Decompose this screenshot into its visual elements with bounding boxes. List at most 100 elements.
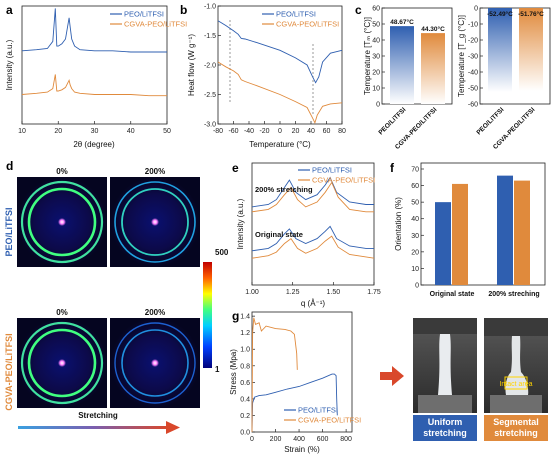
- panel-b-yticklabel-2: -2.0: [204, 63, 216, 70]
- photo-intact-box: [504, 376, 528, 390]
- panel-b-ticklabel-5: 20: [292, 128, 300, 135]
- panel-f-bar-0-0: [435, 202, 451, 285]
- panel-d-pattern-0-beam: [58, 218, 66, 226]
- panel-g-line-cgva: [251, 317, 298, 433]
- panel-f-bar-1-1: [514, 180, 530, 285]
- panel-letter-b: b: [180, 3, 187, 17]
- panel-b-ticklabel-8: 80: [338, 128, 346, 135]
- panel-c-tm-yticklabel-6: 60: [372, 6, 380, 13]
- photo-uniform-top-clamp: [413, 318, 477, 334]
- panel-e-annotation-original: Original state: [255, 230, 303, 239]
- panel-f-bars: 0 10 20 30 40 50 60 70 Original state 200% strech…: [411, 167, 539, 299]
- panel-f-yticklabel-3: 30: [411, 233, 419, 240]
- panel-d-pattern-2-ring-0: [27, 328, 97, 398]
- panel-a-legend-peo: PEO/LiTFSI: [124, 10, 164, 19]
- panel-c-tg-yticklabel-6: 0: [474, 6, 478, 13]
- panel-c-tm-category-0: PEO/LiTFSI: [377, 106, 407, 136]
- panel-g-legend-cgva: CGVA-PEO/LiTFSI: [298, 416, 361, 425]
- panel-d-colorbar: [203, 262, 212, 368]
- panel-f-category-1: 200% streching: [488, 291, 539, 298]
- photo-uniform-specimen: [438, 334, 452, 395]
- panel-d: d 0% 200% 0% 200% PEO/LiTFSI CGVA-PEO/Li…: [4, 159, 229, 434]
- panel-d-waxs-patterns: [17, 177, 200, 408]
- panel-letter-c: c: [355, 3, 362, 17]
- panel-c-tm-bar-0: [390, 26, 414, 105]
- panel-e-line-peo-original: [251, 225, 374, 252]
- panel-e-xlabel: q (Å⁻¹): [301, 299, 326, 308]
- panel-b-legend-cgva: CGVA-PEO/LiTFSI: [276, 20, 339, 29]
- panel-e-xticks: 1.00 1.25 1.50 1.75: [245, 282, 381, 296]
- panel-f-yticklabel-7: 70: [411, 167, 419, 174]
- panel-g-yticklabel-4: 0.8: [240, 363, 250, 370]
- panel-e-ylabel: Intensity (a.u.): [236, 198, 245, 249]
- panel-e-line-peo-stretched: [251, 176, 374, 208]
- panel-c-tm-value-0: 48.67°C: [390, 18, 414, 26]
- panel-g-yticklabel-5: 1.0: [240, 347, 250, 354]
- panel-a-line-peo: [21, 8, 167, 53]
- panel-a-ticklabel-1: 20: [54, 128, 62, 135]
- panel-b-line-peo: [217, 20, 343, 84]
- panel-f-bar-0-1: [452, 183, 468, 285]
- panel-f-yticklabel-0: 0: [415, 283, 419, 290]
- panel-b-yticklabel-0: -1.0: [204, 4, 216, 11]
- panel-c-tm-value-1: 44.30°C: [421, 25, 445, 33]
- panel-b-ticklabel-0: -80: [213, 128, 223, 135]
- panel-b-ticklabel-3: -20: [259, 128, 269, 135]
- panel-g-yticklabel-6: 1.2: [240, 330, 250, 337]
- panel-e-line-cgva-stretched: [251, 181, 374, 213]
- panel-d-pattern-0-ring-1: [20, 180, 104, 264]
- panel-b-ticklabel-6: 40: [307, 128, 315, 135]
- panel-e-ticklabel-3: 1.75: [367, 289, 381, 296]
- panel-a-xticks: 10 20 30 40 50: [18, 121, 171, 135]
- panel-letter-a: a: [6, 3, 13, 17]
- photo-segmental-caption: Segmental stretching: [484, 415, 548, 441]
- panel-b-yticklabel-3: -2.5: [204, 92, 216, 99]
- panel-c-tg-chart: -60 -50 -40 -30 -20 -10 0 -52.49°C PEO/LiTFSI -51…: [468, 6, 544, 151]
- panel-c: c 010203040506048.67°CPEO/LiTFSI44.30°CC…: [355, 3, 551, 151]
- panel-f-yticklabel-4: 40: [411, 216, 419, 223]
- panel-d-pattern-3-ring-1: [114, 322, 196, 404]
- panel-a-ticklabel-4: 50: [163, 128, 171, 135]
- panel-a-ticklabel-2: 30: [91, 128, 99, 135]
- panel-d-pattern-2-ring-1: [20, 321, 104, 405]
- panel-d-col-0: 0%: [56, 167, 68, 176]
- panel-e-line-cgva-original: [251, 235, 375, 259]
- panel-b-line-cgva: [217, 61, 343, 125]
- photo-arrow: [380, 366, 404, 386]
- panel-c-tm-ylabel: Temperature [Tₘ (°C)]: [363, 17, 372, 95]
- panel-c-tg-yticklabel-4: -20: [468, 38, 478, 45]
- panel-f-category-0: Original state: [430, 291, 475, 298]
- panel-d-row-cgva: CGVA-PEO/LiTFSI: [4, 333, 14, 410]
- panel-b-ticks: -80 -60 -40 -20 0 20 40 60 80 -1.0 -1.5 -2.0 -2.5 -3.…: [204, 4, 346, 136]
- panel-d-stretch-arrow-shaft: [18, 426, 168, 429]
- panel-b-xlabel: Temperature (°C): [249, 140, 311, 149]
- panel-b-ticklabel-4: 0: [278, 128, 282, 135]
- panel-b-ticklabel-1: -60: [228, 128, 238, 135]
- panel-g-xlabel: Strain (%): [284, 445, 320, 454]
- photo-uniform-bottom-clamp: [418, 395, 472, 413]
- panel-c-tg-yticklabel-0: -60: [468, 102, 478, 109]
- panel-g-yticklabel-1: 0.2: [240, 413, 250, 420]
- panel-b-yticklabel-1: -1.5: [204, 33, 216, 40]
- panel-a-ylabel: Intensity (a.u.): [5, 39, 14, 90]
- panel-d-pattern-3-ring-0: [121, 329, 189, 397]
- panel-g-yticklabel-0: 0.0: [240, 430, 250, 437]
- panel-b-ticklabel-2: -40: [244, 128, 254, 135]
- panel-e: e 1.00 1.25 1.50 1.75 200% stretching Origi…: [232, 161, 381, 308]
- panel-d-stretch-label: Stretching: [78, 411, 118, 420]
- panel-letter-e: e: [232, 161, 239, 175]
- panel-e-legend-peo: PEO/LiTFSI: [312, 166, 352, 175]
- panel-f-yticklabel-1: 10: [411, 266, 419, 273]
- panel-c-tg-yticklabel-5: -10: [468, 22, 478, 29]
- panel-b-ticklabel-7: 60: [323, 128, 331, 135]
- panel-a: a 10 20 30 40 50 PEO/LiTFSI CGVA-PEO/LiTFSI …: [5, 3, 187, 149]
- panel-d-row-peo: PEO/LiTFSI: [4, 207, 14, 256]
- panel-g-line-peo: [251, 373, 338, 433]
- panel-f-yticklabel-2: 20: [411, 249, 419, 256]
- panel-d-col-3: 200%: [145, 308, 165, 317]
- panel-g-ticklabel-3: 600: [317, 436, 329, 443]
- panel-d-pattern-1-ring-1: [114, 181, 196, 263]
- panel-e-annotation-stretched: 200% stretching: [255, 185, 313, 194]
- panel-d-colorbar-min: 1: [215, 365, 220, 374]
